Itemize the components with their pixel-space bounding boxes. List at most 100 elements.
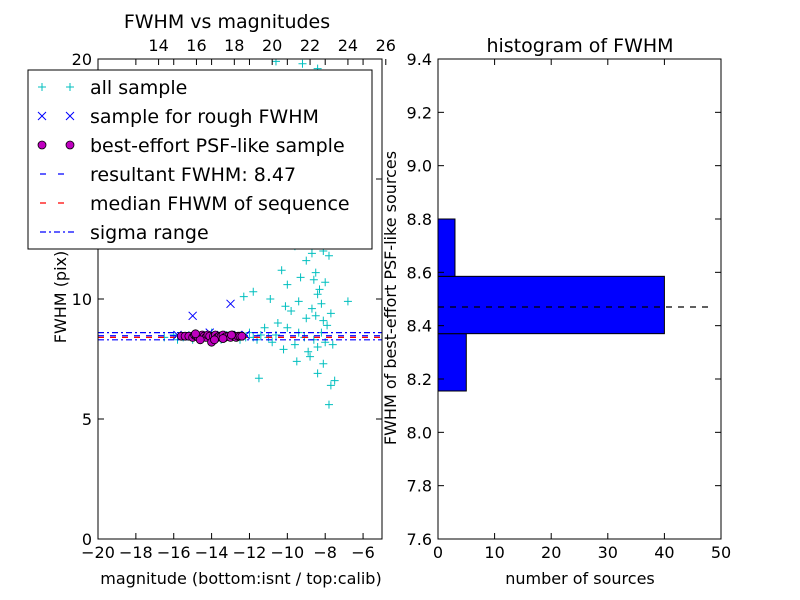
right-y-tick-label: 8.2 — [407, 370, 432, 389]
all-sample-point — [277, 266, 286, 275]
all-sample-point — [268, 338, 277, 347]
legend-x-marker — [65, 111, 75, 121]
all-sample-point — [287, 307, 296, 315]
right-y-tick-label: 9.0 — [407, 157, 432, 176]
all-sample-point — [260, 323, 269, 332]
rough-sample-point — [188, 311, 198, 321]
left-y-axis-label: FWHM (pix) — [51, 251, 70, 344]
all-sample-point — [321, 278, 330, 287]
left-x-tick-label: −14 — [195, 543, 229, 562]
legend-box — [27, 69, 373, 250]
all-sample-point — [294, 297, 303, 306]
all-sample-point — [306, 352, 315, 361]
all-sample-point — [313, 343, 322, 351]
top-x-tick-label: 26 — [376, 36, 396, 55]
right-axes: 0 10 20 30 40 50 7.6 7.8 8.0 8.2 8.4 8.6 8.8 9.0 9.2 9.… — [407, 50, 732, 562]
all-sample-point — [326, 381, 335, 390]
all-sample-point — [283, 280, 292, 289]
all-sample-point — [343, 297, 352, 306]
psf-sample-point — [237, 331, 247, 341]
left-chart-title: FWHM vs magnitudes — [124, 11, 330, 33]
right-y-tick-label: 8.0 — [407, 423, 432, 442]
all-sample-point — [307, 304, 316, 313]
all-sample-point — [302, 256, 311, 265]
right-x-tick-label: 50 — [711, 543, 731, 562]
legend-label: sample for rough FWHM — [90, 106, 319, 128]
right-x-tick-label: 10 — [484, 543, 504, 562]
all-sample-point — [249, 287, 258, 296]
all-sample-point — [317, 299, 326, 308]
right-x-tick-label: 30 — [598, 543, 618, 562]
right-y-tick-label: 9.2 — [407, 103, 432, 122]
left-y-tick-label: 5 — [82, 410, 92, 429]
all-sample-point — [271, 59, 280, 66]
legend-x-marker — [37, 111, 47, 121]
rough-sample-point — [226, 299, 235, 309]
top-x-tick-label: 16 — [186, 36, 206, 55]
psf-sample-point — [218, 334, 228, 344]
all-sample-point — [324, 400, 333, 409]
right-y-tick-label: 8.6 — [407, 263, 432, 282]
psf-sample-point — [195, 335, 205, 345]
left-y-tick-label: 10 — [72, 290, 92, 309]
all-sample-point — [279, 345, 288, 354]
left-y-tick-label: 0 — [82, 530, 92, 549]
left-x-tick-label: −12 — [233, 543, 267, 562]
all-sample-point — [324, 251, 333, 260]
legend-label: all sample — [90, 77, 187, 99]
all-sample-point — [266, 295, 275, 303]
all-sample-point — [313, 290, 322, 299]
all-sample-point — [304, 347, 313, 356]
right-y-tick-label: 9.4 — [407, 50, 432, 69]
right-y-tick-label: 7.8 — [407, 477, 432, 496]
all-sample-point — [319, 316, 328, 325]
right-y-tick-label: 8.8 — [407, 210, 432, 229]
all-sample-point — [239, 292, 248, 301]
legend-circle-marker — [37, 140, 47, 150]
all-sample-point — [326, 309, 335, 318]
left-x-tick-label: −20 — [81, 543, 115, 562]
top-x-tick-label: 18 — [224, 36, 244, 55]
all-sample-point — [311, 311, 320, 320]
legend-circle-marker — [65, 140, 75, 150]
left-y-tick-label: 20 — [72, 50, 92, 69]
all-sample-point — [281, 302, 290, 311]
all-sample-point — [292, 357, 301, 366]
all-sample-point — [313, 369, 322, 378]
legend-label: sigma range — [90, 222, 209, 244]
right-y-tick-label: 8.4 — [407, 317, 432, 336]
histogram-bar — [437, 333, 467, 392]
histogram-bar — [437, 275, 665, 335]
right-x-tick-label: 40 — [654, 543, 674, 562]
legend-label: resultant FWHM: 8.47 — [90, 164, 296, 186]
left-x-tick-label: −18 — [119, 543, 153, 562]
right-x-axis-label: number of sources — [505, 569, 655, 588]
all-sample-point — [283, 323, 292, 332]
all-sample-point — [298, 59, 307, 68]
right-chart-title: histogram of FWHM — [486, 35, 673, 57]
top-x-tick-label: 14 — [148, 36, 168, 55]
left-x-tick-label: −6 — [351, 543, 375, 562]
all-sample-point — [309, 275, 318, 284]
legend-label: best-effort PSF-like sample — [90, 135, 345, 157]
all-sample-point — [273, 319, 282, 327]
all-sample-point — [302, 314, 311, 323]
top-x-tick-label: 20 — [262, 36, 282, 55]
right-x-tick-label: 20 — [541, 543, 561, 562]
all-sample-point — [315, 285, 324, 294]
left-x-tick-label: −10 — [270, 543, 304, 562]
top-x-tick-label: 24 — [338, 36, 358, 55]
left-x-tick-label: −16 — [157, 543, 191, 562]
psf-sample-point — [210, 335, 219, 345]
top-x-tick-label: 22 — [300, 36, 320, 55]
all-sample-point — [290, 340, 299, 349]
all-sample-point — [319, 359, 328, 368]
psf-sample-point — [227, 330, 236, 340]
right-y-tick-label: 7.6 — [407, 530, 432, 549]
all-sample-point — [254, 374, 263, 383]
legend-label: median FHWM of sequence — [90, 193, 350, 215]
histogram-bar — [437, 218, 456, 277]
all-sample-point — [296, 273, 305, 282]
legend: all sample sample for rough FWHM best-effo… — [27, 69, 373, 250]
left-x-axis-label: magnitude (bottom:isnt / top:calib) — [100, 569, 381, 588]
